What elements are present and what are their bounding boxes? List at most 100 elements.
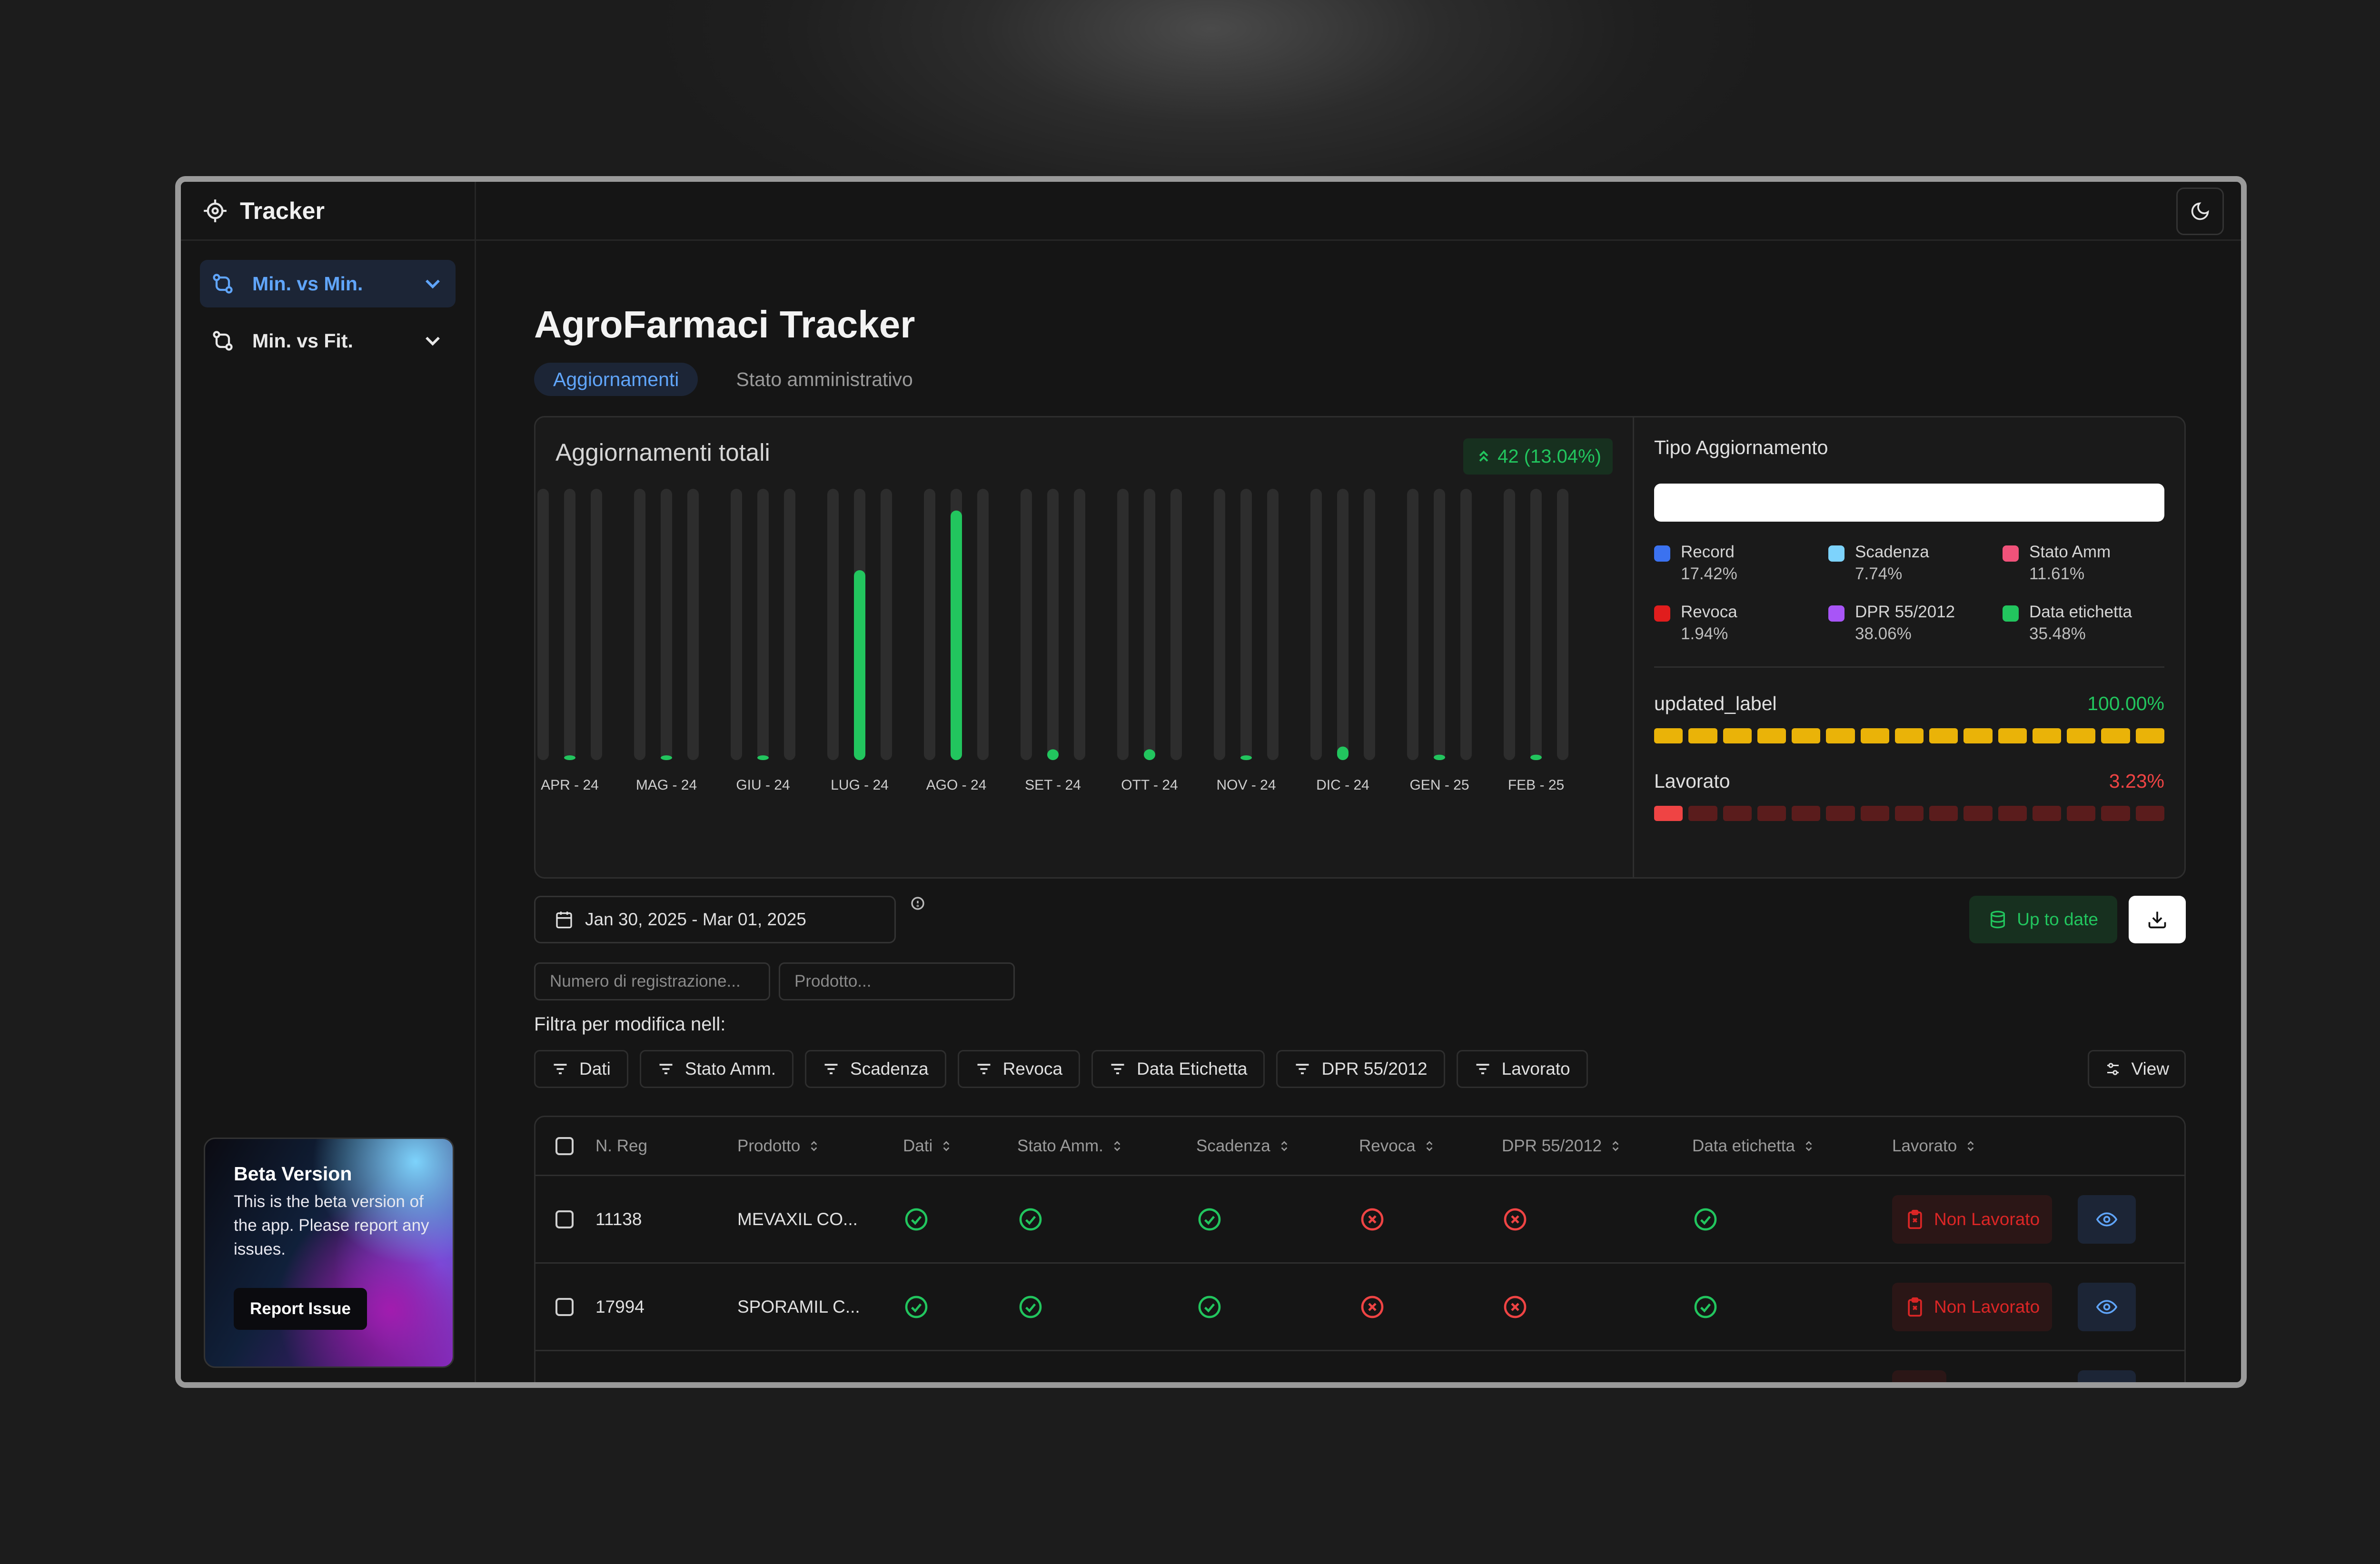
beta-card: Beta Version This is the beta version of… [204, 1138, 454, 1368]
legend-item: Record 17.42% [1654, 543, 1828, 584]
non-lavorato-badge[interactable] [1892, 1370, 1946, 1382]
date-range-picker[interactable]: Jan 30, 2025 - Mar 01, 2025 [534, 896, 896, 943]
filter-chip[interactable]: Lavorato [1456, 1050, 1588, 1088]
lavorato-cell: Non Lavorato [1892, 1176, 2053, 1262]
column-header[interactable]: Data etichetta [1692, 1117, 1815, 1175]
sort-icon [1967, 1140, 1974, 1151]
status-cell [1692, 1351, 1719, 1388]
check-circle-icon [1694, 1296, 1717, 1318]
bar[interactable] [757, 755, 769, 760]
view-row-button[interactable] [2078, 1195, 2136, 1244]
chevron-down-icon [426, 279, 440, 289]
up-to-date-button[interactable]: Up to date [1969, 896, 2117, 943]
table-row[interactable] [536, 1351, 2184, 1388]
beta-text: This is the beta version of the app. Ple… [234, 1192, 429, 1258]
bar[interactable] [1434, 754, 1445, 760]
bar-track [687, 489, 699, 760]
filter-chip[interactable]: Dati [534, 1050, 628, 1088]
filter-icon [1111, 1064, 1124, 1074]
row-checkbox[interactable] [555, 1210, 574, 1228]
sidebar-item-min-vs-fit[interactable]: Min. vs Fit. [200, 317, 456, 365]
table-row[interactable]: 17994 SPORAMIL C... Non Lavorato [536, 1264, 2184, 1351]
sidebar-item-min-vs-min[interactable]: Min. vs Min. [200, 260, 456, 307]
view-options-button[interactable]: View [2088, 1050, 2186, 1088]
status-cell [1359, 1351, 1386, 1388]
legend-value: 35.48% [2029, 624, 2086, 643]
filter-icon [824, 1064, 838, 1074]
x-circle-icon [1359, 1381, 1386, 1388]
bar[interactable] [1337, 746, 1349, 761]
crosshair-icon [204, 199, 227, 222]
filter-icon [1296, 1064, 1309, 1074]
legend-grid: Record 17.42% Scadenza 7.74% Stato Amm 11.61%… [1654, 543, 2164, 643]
sort-icon [943, 1140, 950, 1151]
bar[interactable] [1530, 754, 1542, 760]
bar-track [591, 489, 602, 760]
search-product-input[interactable]: Prodotto... [779, 962, 1015, 1000]
select-all-checkbox[interactable] [555, 1137, 574, 1155]
top-bar [476, 182, 2241, 241]
view-row-button[interactable] [2078, 1282, 2136, 1331]
bar[interactable] [1240, 755, 1252, 760]
column-header[interactable]: Prodotto [737, 1117, 820, 1175]
bar[interactable] [854, 570, 865, 760]
check-circle-icon [1019, 1208, 1042, 1230]
bar[interactable] [661, 755, 672, 760]
non-lavorato-badge[interactable]: Non Lavorato [1892, 1282, 2053, 1331]
bar[interactable] [951, 510, 962, 760]
filter-chip[interactable]: Data Etichetta [1091, 1050, 1265, 1088]
column-header[interactable]: Stato Amm. [1017, 1117, 1123, 1175]
tab-aggiornamenti[interactable]: Aggiornamenti [534, 363, 698, 396]
progress-segment [1688, 806, 1717, 821]
actions-cell [2078, 1176, 2136, 1262]
view-row-button[interactable] [2078, 1370, 2136, 1382]
bar[interactable] [1047, 749, 1059, 760]
trend-badge: 42 (13.04%) [1463, 438, 1613, 475]
search-registration-input[interactable]: Numero di registrazione... [534, 962, 770, 1000]
tabs: Aggiornamenti Stato amministrativo [534, 363, 932, 396]
column-header[interactable]: Lavorato [1892, 1117, 1977, 1175]
bar-track [881, 489, 892, 760]
column-header-label: Prodotto [737, 1136, 801, 1155]
column-header[interactable]: Dati [903, 1117, 952, 1175]
filter-chip[interactable]: DPR 55/2012 [1276, 1050, 1445, 1088]
table-row[interactable]: 11138 MEVAXIL CO... Non Lavorato [536, 1176, 2184, 1264]
filter-chip[interactable]: Revoca [957, 1050, 1081, 1088]
column-header[interactable]: Revoca [1359, 1117, 1436, 1175]
non-lavorato-badge[interactable]: Non Lavorato [1892, 1195, 2053, 1244]
row-checkbox[interactable] [555, 1386, 574, 1388]
column-header[interactable]: Scadenza [1196, 1117, 1290, 1175]
bar[interactable] [564, 755, 575, 760]
sidebar: Tracker Min. vs Min. Min. vs Fit. Beta V… [181, 182, 476, 1382]
legend-title: Tipo Aggiornamento [1654, 436, 1828, 458]
filter-chip[interactable]: Stato Amm. [639, 1050, 794, 1088]
theme-toggle-button[interactable] [2176, 188, 2224, 235]
download-icon [2148, 911, 2166, 929]
progress-value: 3.23% [2109, 770, 2164, 792]
check-circle-icon [1198, 1296, 1221, 1318]
app-window: Tracker Min. vs Min. Min. vs Fit. Beta V… [175, 176, 2247, 1388]
progress-segment [2101, 728, 2130, 743]
lavorato-label: Non Lavorato [1934, 1297, 2040, 1317]
download-button[interactable] [2129, 896, 2186, 943]
report-issue-button[interactable]: Report Issue [234, 1288, 367, 1330]
filter-chips: Dati Stato Amm. Scadenza Revoca Data Etichet… [534, 1050, 1588, 1088]
check-circle-icon [905, 1296, 928, 1318]
eye-icon [2096, 1299, 2117, 1314]
column-header[interactable]: DPR 55/2012 [1502, 1117, 1622, 1175]
x-circle-icon [1502, 1381, 1528, 1388]
check-circle-icon [1017, 1381, 1044, 1388]
database-icon [1991, 911, 2005, 929]
filter-chip[interactable]: Scadenza [805, 1050, 946, 1088]
bar[interactable] [1144, 749, 1155, 760]
bar-track [1557, 489, 1568, 760]
info-icon[interactable] [910, 896, 925, 911]
x-circle-icon [1692, 1381, 1719, 1388]
x-tick-label: GIU - 24 [736, 777, 790, 793]
tab-stato-amministrativo[interactable]: Stato amministrativo [736, 368, 913, 390]
app-title: Tracker [240, 197, 325, 224]
row-checkbox[interactable] [555, 1297, 574, 1316]
progress-segment [1860, 806, 1889, 821]
x-circle-icon [1361, 1208, 1384, 1230]
bar-track [1530, 489, 1542, 760]
